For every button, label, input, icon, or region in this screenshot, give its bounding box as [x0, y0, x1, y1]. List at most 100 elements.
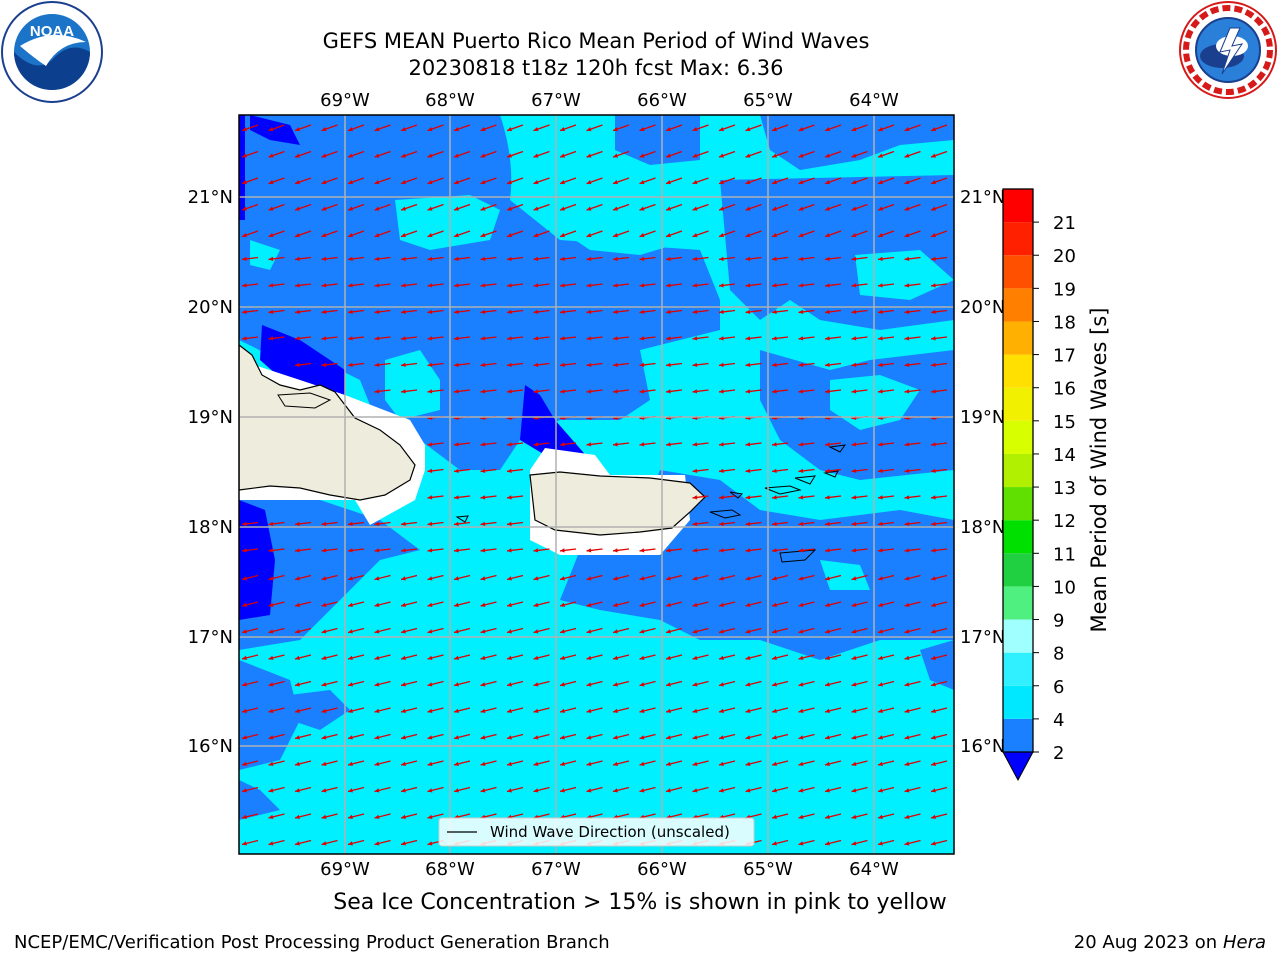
wind-arrow: [533, 442, 550, 447]
wind-arrow: [400, 283, 418, 288]
wind-arrow: [374, 548, 391, 553]
wind-arrow: [374, 177, 391, 185]
wind-arrow: [586, 680, 603, 687]
wind-arrow: [877, 442, 895, 447]
wind-arrow: [586, 442, 603, 447]
wind-arrow: [745, 124, 762, 132]
wind-arrow: [904, 150, 921, 158]
wind-arrow: [453, 680, 471, 687]
wind-arrow: [559, 680, 577, 687]
wind-arrow: [559, 654, 577, 661]
wind-arrow: [904, 283, 921, 288]
wind-arrow: [798, 654, 815, 661]
wind-arrow: [930, 203, 948, 211]
wind-arrow: [268, 574, 285, 581]
lon-label-bottom: 68°W: [425, 859, 475, 880]
wind-arrow: [877, 124, 895, 132]
wind-arrow: [533, 574, 550, 581]
wind-arrow: [453, 177, 471, 185]
wind-arrow: [453, 733, 471, 740]
wind-arrow: [745, 362, 762, 368]
wind-arrow: [241, 177, 259, 185]
wind-arrow: [877, 362, 895, 368]
wind-arrow: [904, 521, 921, 527]
wind-arrow: [692, 283, 709, 288]
wind-arrow: [824, 336, 842, 341]
wind-arrow: [559, 707, 577, 714]
wind-arrow: [586, 336, 603, 341]
lat-label-left: 20°N: [188, 297, 233, 318]
wind-arrow: [904, 389, 921, 394]
wind-arrow: [771, 442, 789, 447]
wind-arrow: [533, 548, 550, 553]
colorbar-frame: [1002, 188, 1034, 753]
wind-arrow: [771, 760, 789, 767]
wind-arrow: [400, 362, 418, 368]
wind-arrow: [824, 760, 842, 767]
wind-arrow: [294, 786, 312, 793]
wind-arrow: [692, 760, 709, 767]
wind-arrow: [771, 627, 789, 634]
wind-arrow: [612, 627, 630, 634]
wind-arrow: [665, 283, 683, 288]
wind-arrow: [321, 336, 338, 341]
wind-arrow: [745, 230, 762, 238]
wind-arrow: [427, 521, 444, 527]
wind-arrow: [930, 548, 948, 553]
wind-arrow: [665, 601, 683, 608]
wind-arrow: [771, 574, 789, 581]
wind-arrow: [665, 389, 683, 394]
wind-arrow: [506, 680, 524, 687]
wind-arrow: [374, 601, 391, 608]
wind-arrow: [904, 574, 921, 581]
wind-arrow: [851, 256, 868, 262]
wind-arrow: [533, 309, 550, 315]
wind-arrow: [930, 654, 948, 661]
wind-arrow: [374, 813, 391, 820]
wind-arrow: [427, 601, 444, 608]
title-line-2: 20230818 t18z 120h fcst Max: 6.36: [408, 56, 784, 80]
wind-arrow: [586, 601, 603, 608]
wind-arrow: [904, 839, 921, 846]
wind-arrow: [241, 574, 259, 581]
wind-arrow: [268, 786, 285, 793]
wind-arrow: [639, 627, 656, 634]
wind-arrow: [374, 786, 391, 793]
wind-arrow: [533, 124, 550, 132]
wind-arrow: [321, 548, 338, 553]
wind-arrow: [400, 680, 418, 687]
wind-arrow: [347, 786, 365, 793]
wind-arrow: [480, 733, 497, 740]
wind-arrow: [480, 283, 497, 288]
lon-label-bottom: 69°W: [320, 859, 370, 880]
wind-arrow: [347, 283, 365, 288]
colorbar-tick-label: 17: [1053, 346, 1076, 367]
wind-arrow: [877, 283, 895, 288]
wind-arrow: [798, 124, 815, 132]
wind-arrow: [506, 548, 524, 553]
wind-arrow: [374, 839, 391, 846]
wind-arrow: [639, 336, 656, 341]
wind-arrow: [639, 362, 656, 368]
wind-arrow: [718, 362, 736, 368]
wind-arrow: [241, 256, 259, 262]
wind-arrow: [904, 442, 921, 447]
wind-arrow: [321, 654, 338, 661]
wind-arrow: [798, 707, 815, 714]
wind-arrow: [798, 256, 815, 262]
wind-arrow: [930, 839, 948, 846]
wind-arrow: [427, 150, 444, 158]
wind-arrow: [533, 654, 550, 661]
wind-arrow: [400, 548, 418, 553]
wind-arrow: [347, 256, 365, 262]
wind-arrow: [427, 203, 444, 211]
wind-arrow: [930, 468, 948, 474]
wind-arrow: [665, 309, 683, 315]
wind-arrow: [798, 786, 815, 793]
wind-arrow: [851, 521, 868, 527]
wind-arrow: [877, 548, 895, 553]
wind-arrow: [533, 733, 550, 740]
wind-arrow: [294, 521, 312, 527]
wind-arrow: [294, 760, 312, 767]
